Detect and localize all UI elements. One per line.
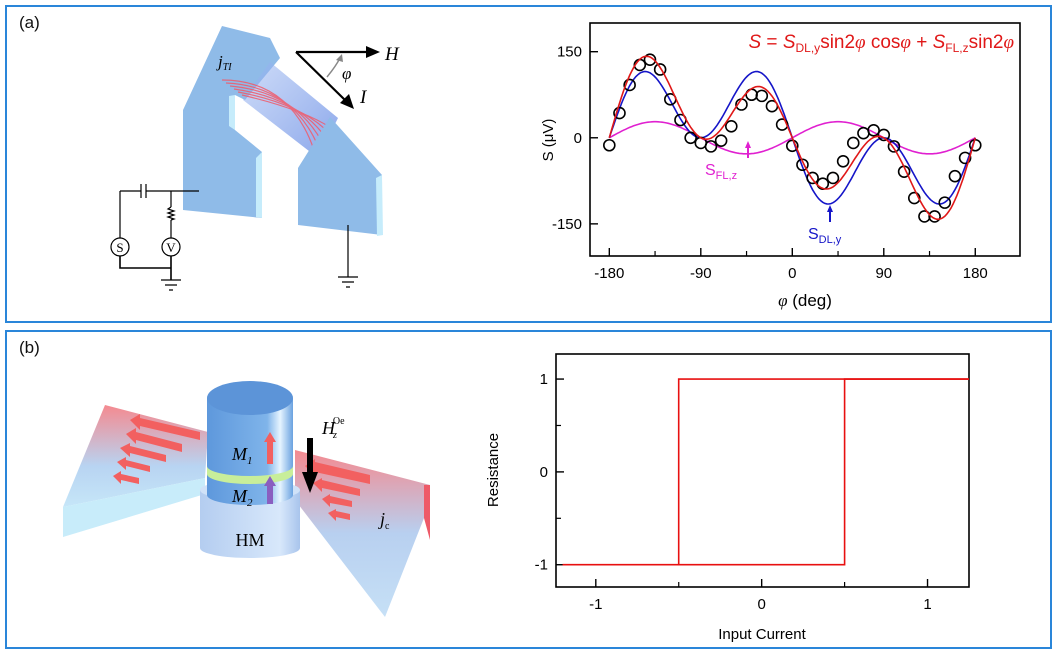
oersted-field-arrow: [302, 438, 318, 493]
hm-label: HM: [235, 530, 264, 550]
data-point: [938, 196, 952, 209]
plot-frame: [589, 22, 1021, 257]
x-tick-label: -1: [589, 596, 602, 613]
svg-text:HzOe: Hz Oe: [321, 416, 345, 441]
oersted-sub: z: [332, 430, 337, 441]
svg-text:jc: jc: [378, 509, 390, 532]
x-tick-label: 90: [875, 265, 892, 282]
right-wedge: [295, 450, 430, 617]
field-arrows: [295, 46, 380, 109]
y-tick-label: 0: [574, 130, 582, 147]
fl-component-label: SFL,z: [705, 162, 737, 182]
y-tick-label: 1: [540, 371, 548, 388]
fit-equation: S = SDL,ysin2φ cosφ + SFL,zsin2φ: [748, 32, 1014, 55]
data-point: [623, 78, 636, 92]
data-point: [755, 89, 769, 103]
panel-a: (a): [5, 5, 1052, 323]
panel-b: (b): [5, 330, 1052, 649]
m2-label: M: [231, 486, 248, 506]
x-tick-label: -90: [690, 265, 712, 282]
fit-curve: [608, 55, 977, 221]
data-point: [796, 158, 809, 172]
tunnel-bar: [221, 62, 338, 158]
field-label: H: [384, 44, 400, 65]
voltmeter-symbol: V: [166, 240, 176, 255]
data-point: [806, 171, 819, 185]
y-axis-label: S (μV): [540, 119, 557, 162]
data-point: [877, 128, 891, 142]
hysteresis-branch-2: [678, 378, 969, 566]
m2-arrowhead: [264, 476, 276, 486]
current-sub: TI: [223, 62, 233, 73]
data-point: [603, 138, 616, 152]
current-label: j: [216, 52, 223, 71]
data-point: [643, 53, 657, 67]
x-tick-label: 180: [963, 265, 988, 282]
data-point: [775, 118, 789, 131]
current-direction-label: I: [359, 87, 368, 108]
data-point: [948, 169, 962, 183]
y-axis-label-b: Resistance: [485, 433, 502, 507]
data-point: [867, 124, 880, 137]
svg-text:M1: M1: [231, 444, 253, 467]
data-point: [836, 155, 850, 168]
fl-pointer-arrowhead: [745, 141, 751, 148]
panel-a-label: (a): [19, 13, 40, 32]
data-point: [958, 151, 972, 165]
m2-sub: 2: [247, 497, 253, 509]
y-tick-label: -1: [535, 557, 548, 574]
mtj-pillar: [207, 381, 293, 505]
data-point: [918, 210, 931, 223]
data-point: [928, 210, 941, 223]
hysteresis-branch-1: [562, 378, 969, 566]
oersted-sup: Oe: [333, 416, 345, 427]
right-electrode: [298, 117, 383, 236]
y-tick-label: 0: [540, 464, 548, 481]
svg-text:jTI: jTI: [216, 52, 232, 73]
y-tick-label: 150: [557, 44, 582, 61]
x-tick-label: 0: [788, 265, 796, 282]
data-point: [704, 140, 718, 153]
data-point: [887, 140, 901, 153]
current-label-b: j: [378, 509, 385, 529]
m2-arrow: [267, 484, 273, 504]
x-tick-label: 1: [923, 596, 931, 613]
dl-pointer-arrowhead: [827, 205, 833, 212]
source-symbol: S: [116, 240, 123, 255]
current-arrows: [113, 414, 370, 521]
left-electrode: [183, 26, 280, 218]
data-point: [846, 136, 860, 150]
y-tick-label: -150: [552, 216, 582, 233]
x-tick-label: -180: [594, 265, 624, 282]
m1-sub: 1: [247, 455, 253, 467]
angle-label: φ: [342, 64, 351, 83]
dl-component-label: SDL,y: [808, 226, 842, 246]
data-point: [907, 191, 921, 205]
circuit: [110, 184, 358, 291]
x-axis-label: φ (deg): [778, 291, 832, 310]
panel-b-label: (b): [19, 338, 40, 357]
data-point: [725, 120, 738, 133]
data-point: [785, 139, 799, 153]
data-point: [714, 134, 728, 147]
data-point: [826, 171, 840, 185]
data-point: [684, 131, 697, 145]
plot-frame: [555, 353, 970, 588]
x-tick-label: 0: [757, 596, 765, 613]
m1-label: M: [231, 444, 248, 464]
svg-text:M2: M2: [231, 486, 253, 509]
x-axis-label-b: Input Current: [718, 626, 806, 643]
data-point: [613, 106, 626, 120]
data-point: [653, 63, 667, 76]
oersted-label: H: [321, 418, 336, 438]
current-sub-b: c: [385, 521, 390, 532]
